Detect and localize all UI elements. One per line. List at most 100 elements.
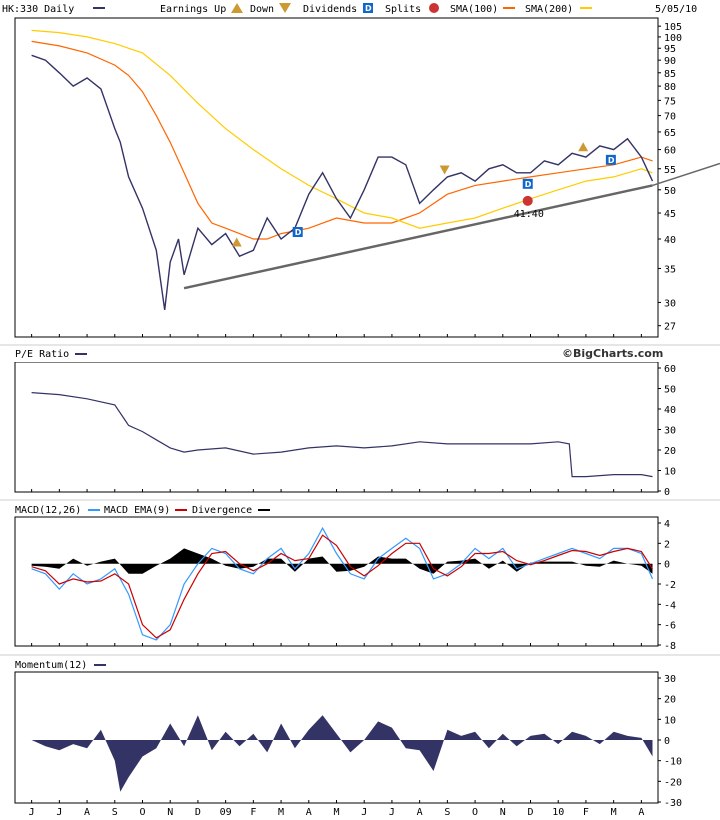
pe-y-tick-label-3: 30 xyxy=(664,426,676,437)
x-tick-label-12: J xyxy=(361,807,367,818)
price-y-tick-label-4: 45 xyxy=(664,209,676,220)
earnings-down-icon xyxy=(279,3,291,13)
x-tick-label-15: S xyxy=(444,807,450,818)
earnings-up-marker-0 xyxy=(231,237,242,247)
macd-ema-label: MACD EMA(9) xyxy=(104,505,170,516)
x-tick-label-22: A xyxy=(638,807,644,818)
pe-y-tick-label-6: 60 xyxy=(664,364,676,375)
price-y-tick-label-2: 35 xyxy=(664,264,676,275)
sma100-legend-swatch xyxy=(503,7,515,9)
earnings-up-marker-5 xyxy=(578,142,589,152)
price-y-tick-label-10: 75 xyxy=(664,96,676,107)
earnings-down-marker-2 xyxy=(439,165,450,175)
macd-plot: -8 -6 -4 -2 0 2 4 xyxy=(31,519,676,652)
sma200-legend-swatch xyxy=(580,7,592,9)
macd-y-tick-label-3: -2 xyxy=(664,580,676,591)
divergence-area xyxy=(31,548,653,574)
price-legend-swatch xyxy=(93,7,105,9)
macd-y-tick-label-5: 2 xyxy=(664,539,670,550)
x-tick-label-3: S xyxy=(112,807,118,818)
x-tick-label-1: J xyxy=(56,807,62,818)
pe-header-band xyxy=(0,345,720,362)
sma200-label: SMA(200) xyxy=(525,4,573,15)
momentum-area xyxy=(31,715,653,792)
mom-y-tick-label-0: -30 xyxy=(664,798,682,809)
macd-panel-frame xyxy=(14,516,659,647)
momentum-title: Momentum(12) xyxy=(15,660,87,671)
divergence-legend-swatch xyxy=(258,509,270,511)
mom-y-tick-label-6: 30 xyxy=(664,674,676,685)
x-tick-label-13: J xyxy=(389,807,395,818)
macd-y-tick-label-6: 4 xyxy=(664,519,670,530)
x-tick-label-17: N xyxy=(500,807,506,818)
momentum-plot: -30 -20 -10 0 10 20 30 xyxy=(31,674,682,809)
price-y-tick-label-1: 30 xyxy=(664,298,676,309)
macd-y-tick-label-4: 0 xyxy=(664,560,670,571)
price-y-tick-label-12: 85 xyxy=(664,69,676,80)
dividend-marker-3 xyxy=(522,178,533,189)
sma100-label: SMA(100) xyxy=(450,4,498,15)
macd-ema-legend-swatch xyxy=(175,509,187,511)
x-axis: J J A S O N D 09 F M A M J J A S O N D 10 F M A xyxy=(29,334,644,818)
brand-label: ©BigCharts.com xyxy=(562,347,663,360)
dividend-icon-glyph: D xyxy=(365,4,372,13)
mom-y-tick-label-2: -10 xyxy=(664,757,682,768)
macd-y-tick-label-2: -4 xyxy=(664,600,676,611)
pe-plot: 0 10 20 30 40 50 60 xyxy=(31,364,676,498)
pe-y-tick-label-5: 50 xyxy=(664,385,676,396)
x-tick-label-21: M xyxy=(611,807,617,818)
x-tick-label-5: N xyxy=(167,807,173,818)
earnings-up-label: Earnings Up xyxy=(160,4,226,15)
price-panel-frame xyxy=(14,17,659,338)
dividend-marker-glyph-1: D xyxy=(295,228,302,237)
sma100-line xyxy=(31,40,653,240)
price-y-tick-label-7: 60 xyxy=(664,146,676,157)
x-tick-label-14: A xyxy=(417,807,423,818)
momentum-legend-swatch xyxy=(94,664,106,666)
dividend-marker-glyph-3: D xyxy=(525,180,532,189)
x-tick-label-6: D xyxy=(195,807,201,818)
x-tick-label-20: F xyxy=(583,807,589,818)
sma200-line xyxy=(31,29,653,229)
macd-legend-swatch xyxy=(88,509,100,511)
pe-panel-frame xyxy=(14,361,659,493)
x-tick-label-10: A xyxy=(306,807,312,818)
price-y-tick-label-11: 80 xyxy=(664,82,676,93)
splits-label: Splits xyxy=(385,4,421,15)
x-tick-label-2: A xyxy=(84,807,90,818)
pe-legend-swatch xyxy=(75,353,87,355)
pe-line xyxy=(31,392,653,478)
pe-y-tick-label-0: 0 xyxy=(664,487,670,498)
dividend-marker-1 xyxy=(292,227,303,238)
split-marker-label-4: 41:40 xyxy=(514,209,544,220)
x-tick-label-11: M xyxy=(333,807,339,818)
price-y-tick-label-8: 65 xyxy=(664,128,676,139)
macd-ema-line xyxy=(31,534,654,639)
split-marker-4 xyxy=(522,195,533,206)
dividends-label: Dividends xyxy=(303,4,357,15)
mom-y-tick-label-1: -20 xyxy=(664,777,682,788)
price-y-tick-label-16: 105 xyxy=(664,22,682,33)
trendline-extension xyxy=(652,162,720,187)
price-y-tick-label-5: 50 xyxy=(664,186,676,197)
macd-line xyxy=(31,526,654,641)
price-y-tick-label-3: 40 xyxy=(664,235,676,246)
pe-y-tick-label-4: 40 xyxy=(664,405,676,416)
price-y-tick-label-14: 95 xyxy=(664,44,676,55)
x-tick-label-8: F xyxy=(250,807,256,818)
x-tick-label-0: J xyxy=(29,807,35,818)
macd-y-tick-label-0: -8 xyxy=(664,641,676,652)
macd-y-tick-label-1: -6 xyxy=(664,621,676,632)
dividend-marker-glyph-6: D xyxy=(608,156,615,165)
price-line xyxy=(31,54,654,310)
trendline xyxy=(183,184,653,290)
down-label: Down xyxy=(250,4,274,15)
pe-y-tick-label-1: 10 xyxy=(664,467,676,478)
ticker-label: HK:330 Daily xyxy=(2,4,74,15)
price-header: HK:330 Daily Earnings Up Down Dividends … xyxy=(2,3,697,15)
pe-title: P/E Ratio xyxy=(15,349,69,360)
macd-title: MACD(12,26) xyxy=(15,505,81,516)
divergence-label: Divergence xyxy=(192,505,252,516)
price-y-tick-label-6: 55 xyxy=(664,165,676,176)
